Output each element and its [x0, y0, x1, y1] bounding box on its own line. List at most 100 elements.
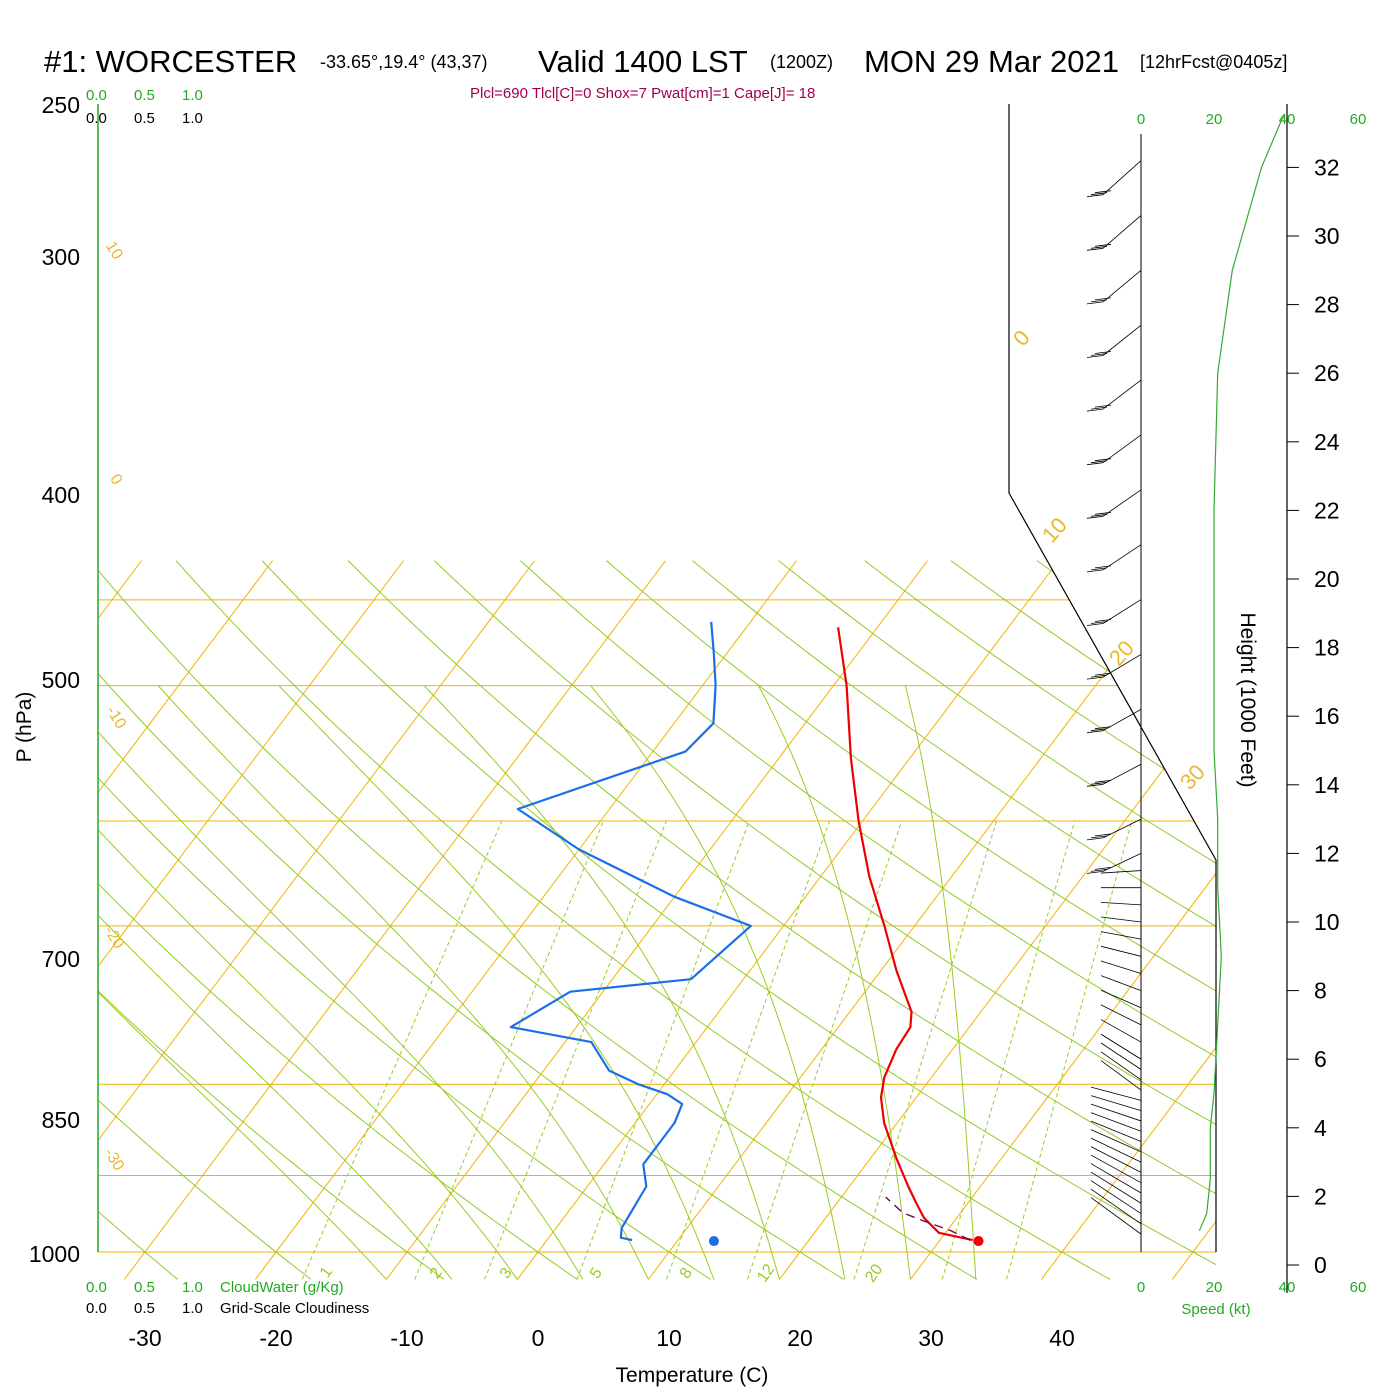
wind-barb-flag	[1086, 355, 1104, 358]
wind-barb	[1100, 989, 1142, 1009]
moist-adiabat-line	[98, 685, 387, 1280]
mixing-ratio-line	[484, 820, 667, 1280]
wind-barb-flag	[1086, 462, 1104, 466]
dry-adiabat-line	[98, 560, 711, 1280]
wind-barb-flag	[1090, 245, 1108, 249]
surface-temperature-dot	[973, 1236, 984, 1247]
moist-adiabat-line	[423, 685, 780, 1280]
height-tick-22: 22	[1314, 497, 1340, 523]
wind-barb	[1090, 1112, 1142, 1132]
wind-barb	[1100, 1004, 1142, 1026]
wind-panel	[1086, 115, 1284, 1235]
height-tick-32: 32	[1314, 154, 1340, 180]
dry-adiabat-line	[98, 560, 578, 1280]
height-tick-12: 12	[1314, 840, 1340, 866]
mixing-ratio-line	[746, 820, 903, 1280]
temp-tick-0: 0	[532, 1325, 545, 1351]
wind-barb	[1102, 763, 1142, 785]
wind-barb-flag	[1086, 676, 1104, 680]
height-tick-20: 20	[1314, 566, 1340, 592]
height-tick-24: 24	[1314, 429, 1340, 455]
mixing-ratio-line	[941, 820, 1076, 1280]
cloud-bottom-green-1: 0.5	[134, 1279, 155, 1296]
dry-adiabat-line	[606, 560, 1216, 1280]
wind-barb	[1102, 324, 1142, 356]
mixing-ratio-label: 3	[497, 1265, 516, 1282]
speed-bottom-20: 20	[1206, 1279, 1223, 1296]
height-tick-8: 8	[1314, 978, 1327, 1004]
height-tick-4: 4	[1314, 1115, 1327, 1141]
moist-adiabat-line	[98, 685, 453, 1280]
isotherm-label-left: 10	[102, 239, 126, 263]
isotherm-line	[516, 560, 1060, 1280]
cloud-top-black-0: 0.0	[86, 110, 107, 127]
isotherm-label-left: -30	[100, 1145, 127, 1174]
wind-barb	[1100, 931, 1142, 940]
station-title: #1: WORCESTER	[44, 44, 297, 79]
isotherm-line	[98, 560, 536, 1280]
zulu-time: (1200Z)	[770, 52, 833, 72]
cloudwater-label: CloudWater (g/Kg)	[220, 1279, 344, 1296]
cloud-bottom-green-0: 0.0	[86, 1279, 107, 1296]
mixing-ratio-line	[666, 820, 830, 1280]
plot-right-border	[1008, 104, 1217, 1252]
pressure-tick-300: 300	[42, 244, 80, 270]
wind-barb	[1102, 818, 1142, 839]
wind-barb	[1100, 1033, 1142, 1060]
isotherm-label-right: 20	[1104, 636, 1139, 671]
dry-adiabat-line	[347, 560, 1216, 1280]
speed-bottom-0: 0	[1137, 1279, 1145, 1296]
wind-barb	[1102, 160, 1142, 195]
wind-barb-flag	[1094, 511, 1112, 515]
mixing-ratio-line	[576, 820, 750, 1280]
speed-bottom-60: 60	[1350, 1279, 1367, 1296]
wind-speed-line	[1198, 115, 1284, 1231]
surface-dewpoint-dot	[708, 1236, 719, 1247]
wind-barb-flag	[1090, 192, 1108, 196]
isotherm-line	[98, 560, 405, 1280]
wind-barb	[1102, 544, 1142, 571]
wind-barb-flag	[1086, 623, 1104, 626]
isotherm-line	[909, 560, 1216, 1280]
wind-barb	[1090, 1120, 1142, 1142]
wind-barb	[1102, 708, 1142, 732]
wind-barb	[1090, 1086, 1142, 1101]
wind-barb-flag	[1086, 247, 1104, 251]
cloud-bottom-black-1: 0.5	[134, 1300, 155, 1317]
isotherm-line	[1171, 560, 1216, 1280]
wind-barb-flag	[1086, 408, 1104, 412]
height-tick-30: 30	[1314, 223, 1340, 249]
speed-bottom-40: 40	[1279, 1279, 1296, 1296]
wind-barb	[1100, 945, 1142, 957]
wind-barb	[1102, 215, 1142, 249]
isotherm-line	[98, 560, 274, 1280]
cloud-top-green-2: 1.0	[182, 87, 203, 104]
height-tick-0: 0	[1314, 1252, 1327, 1278]
dry-adiabat-line	[520, 560, 1216, 1280]
wind-barb-flag	[1090, 460, 1108, 464]
wind-barb-flag	[1094, 190, 1112, 194]
wind-barb-flag	[1086, 194, 1104, 198]
wind-barb	[1100, 870, 1142, 874]
wind-barb-flag	[1090, 299, 1108, 303]
cloudiness-label: Grid-Scale Cloudiness	[220, 1300, 369, 1317]
wind-barb-flag	[1094, 619, 1112, 622]
moist-adiabat-line	[590, 685, 846, 1280]
wind-barb	[1090, 1188, 1142, 1225]
wind-barb-flag	[1090, 835, 1108, 839]
dry-adiabat-line	[433, 560, 1216, 1280]
wind-barb-flag	[1090, 728, 1108, 732]
temp-tick-10: 10	[656, 1325, 682, 1351]
speed-axis-label: Speed (kt)	[1181, 1301, 1250, 1318]
moist-adiabat-line	[904, 685, 977, 1280]
wind-barb	[1090, 1146, 1142, 1173]
wind-barb-flag	[1090, 567, 1108, 571]
dry-adiabat-line	[98, 560, 978, 1280]
wind-barb	[1100, 1019, 1142, 1043]
dry-adiabat-line	[778, 560, 1216, 1280]
wind-barb-flag	[1090, 869, 1108, 872]
height-axis: Height (1000 Feet) 024681012141618202224…	[1236, 154, 1340, 1278]
wind-barb	[1090, 1171, 1142, 1204]
height-tick-28: 28	[1314, 292, 1340, 318]
cloud-bottom-black-2: 1.0	[182, 1300, 203, 1317]
